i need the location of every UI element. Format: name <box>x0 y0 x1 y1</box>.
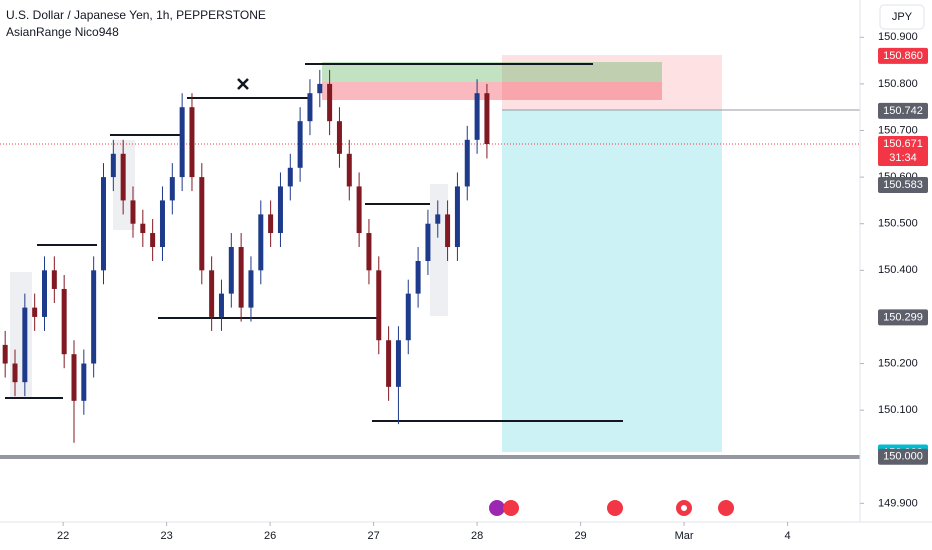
y-tick-label: 150.100 <box>878 404 918 416</box>
price-badge <box>878 177 928 194</box>
candle-body <box>91 270 97 364</box>
price-badge <box>878 309 928 326</box>
x-tick-label: 27 <box>367 530 379 542</box>
candle-body <box>209 270 215 317</box>
x-tick-label: 29 <box>574 530 586 542</box>
candle-body <box>307 93 313 122</box>
price-badge <box>878 136 928 167</box>
candle-body <box>268 214 274 234</box>
candle-body <box>395 340 401 387</box>
drawings <box>0 55 860 516</box>
candle-body <box>42 270 48 317</box>
candle-body <box>327 83 333 122</box>
candle-body <box>287 167 293 187</box>
candle-body <box>218 293 224 317</box>
candle-body <box>454 186 460 248</box>
candle-body <box>366 233 372 271</box>
candle-body <box>32 307 38 317</box>
candle-body <box>238 247 244 308</box>
candle-body <box>120 153 126 201</box>
price-badge-label: 150.671 <box>883 138 923 150</box>
price-badge-label: 150.299 <box>883 311 923 323</box>
candle-body <box>179 107 185 178</box>
candle-body <box>199 177 205 271</box>
currency-label: JPY <box>892 11 913 23</box>
candle-body <box>22 307 28 383</box>
candle-body <box>100 177 106 271</box>
x-tick-label: Mar <box>675 530 694 542</box>
price-badge <box>878 102 928 119</box>
h-lines <box>5 63 623 422</box>
x-tick-label: 23 <box>160 530 172 542</box>
candle-body <box>61 288 67 355</box>
candle-body <box>445 214 451 248</box>
event-icons <box>489 500 734 516</box>
candle-body <box>474 93 480 140</box>
candle-body <box>228 247 234 294</box>
target-zone <box>502 110 722 452</box>
candle-body <box>297 121 303 168</box>
candle-body <box>189 107 195 178</box>
candle-body <box>317 83 323 94</box>
candle-body <box>405 293 411 341</box>
y-tick-label: 150.700 <box>878 124 918 136</box>
y-tick-label: 150.400 <box>878 264 918 276</box>
price-badge <box>878 47 928 64</box>
price-badge-label: 150.742 <box>883 105 923 117</box>
zone-box <box>322 62 662 82</box>
candle-body <box>2 344 8 364</box>
candle-body <box>71 354 77 401</box>
candle-body <box>346 153 352 187</box>
y-tick-label: 150.900 <box>878 31 918 43</box>
price-badge-label: 150.860 <box>883 50 923 62</box>
range-box <box>430 184 448 316</box>
candle-body <box>150 233 156 248</box>
candle-body <box>130 200 136 224</box>
price-badge <box>878 448 928 465</box>
candle-body <box>435 214 441 224</box>
candle-body <box>425 223 431 261</box>
y-tick-label: 150.200 <box>878 357 918 369</box>
candle-body <box>51 270 57 289</box>
level-line <box>0 455 860 459</box>
price-badge-label: 150.000 <box>883 451 923 463</box>
y-tick-label: 150.500 <box>878 218 918 230</box>
price-badge-label: 150.583 <box>883 179 923 191</box>
candle-body <box>110 153 116 178</box>
x-tick-label: 22 <box>57 530 69 542</box>
currency-button[interactable] <box>879 4 925 30</box>
countdown: 31:34 <box>889 152 917 164</box>
candle-body <box>140 223 146 234</box>
candle-body <box>81 363 87 401</box>
y-tick-label: 149.900 <box>878 497 918 509</box>
candle-body <box>248 270 254 308</box>
candle-body <box>169 177 175 201</box>
y-tick-label: 150.800 <box>878 78 918 90</box>
candle-body <box>376 270 382 341</box>
candle-body <box>356 186 362 234</box>
candle-body <box>336 121 342 154</box>
candle-body <box>415 261 421 294</box>
indicator-name: AsianRange Nico948 <box>6 25 119 39</box>
zone-box <box>322 82 662 100</box>
candle-body <box>386 340 392 387</box>
candle-body <box>277 186 283 234</box>
candle-body <box>258 214 264 271</box>
candle-body <box>484 93 490 145</box>
x-tick-label: 28 <box>471 530 483 542</box>
x-tick-label: 4 <box>784 530 790 542</box>
candle-body <box>12 363 18 383</box>
candle-body <box>464 139 470 187</box>
chart-title: U.S. Dollar / Japanese Yen, 1h, PEPPERST… <box>6 8 266 22</box>
candle-body <box>159 200 165 248</box>
x-tick-label: 26 <box>264 530 276 542</box>
candles <box>2 69 490 443</box>
